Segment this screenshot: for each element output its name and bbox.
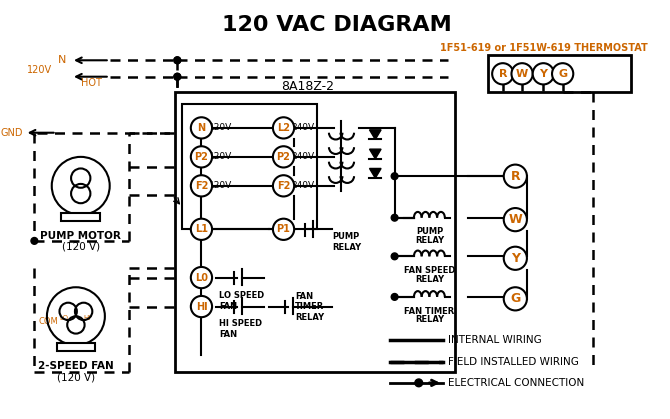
Text: R: R bbox=[511, 170, 520, 183]
Circle shape bbox=[191, 117, 212, 139]
Text: (120 V): (120 V) bbox=[62, 242, 100, 252]
Circle shape bbox=[533, 63, 554, 85]
Text: 120V: 120V bbox=[209, 181, 232, 190]
Text: 240V: 240V bbox=[291, 153, 314, 161]
Text: 120V: 120V bbox=[209, 123, 232, 132]
Bar bbox=[176, 92, 456, 372]
Circle shape bbox=[273, 117, 294, 139]
Circle shape bbox=[273, 146, 294, 168]
Circle shape bbox=[174, 57, 181, 64]
Polygon shape bbox=[369, 130, 381, 140]
Text: Y: Y bbox=[511, 252, 520, 265]
Text: P1: P1 bbox=[277, 224, 291, 234]
Text: COM: COM bbox=[39, 316, 59, 326]
Polygon shape bbox=[369, 149, 381, 159]
Text: FAN
TIMER
RELAY: FAN TIMER RELAY bbox=[295, 292, 324, 322]
Circle shape bbox=[191, 146, 212, 168]
Text: FAN SPEED: FAN SPEED bbox=[404, 266, 455, 275]
Text: FIELD INSTALLED WIRING: FIELD INSTALLED WIRING bbox=[448, 357, 579, 367]
Text: (120 V): (120 V) bbox=[57, 372, 95, 382]
Circle shape bbox=[174, 73, 181, 80]
Text: P2: P2 bbox=[277, 152, 291, 162]
Text: HI SPEED
FAN: HI SPEED FAN bbox=[219, 319, 262, 339]
Text: RELAY: RELAY bbox=[415, 236, 444, 245]
Text: 8A18Z-2: 8A18Z-2 bbox=[281, 80, 334, 93]
Circle shape bbox=[174, 73, 181, 80]
Text: 120V: 120V bbox=[27, 65, 52, 75]
Text: RELAY: RELAY bbox=[415, 275, 444, 284]
Text: Y: Y bbox=[539, 69, 547, 79]
Circle shape bbox=[492, 63, 513, 85]
Text: L2: L2 bbox=[277, 123, 290, 133]
Circle shape bbox=[191, 175, 212, 197]
Text: PUMP: PUMP bbox=[416, 228, 443, 236]
Text: 240V: 240V bbox=[291, 181, 314, 190]
Circle shape bbox=[391, 173, 398, 180]
Text: HOT: HOT bbox=[80, 78, 102, 88]
Text: W: W bbox=[509, 213, 522, 226]
Text: PUMP
RELAY: PUMP RELAY bbox=[332, 232, 361, 251]
Text: 240V: 240V bbox=[291, 123, 314, 132]
Circle shape bbox=[31, 238, 38, 244]
Circle shape bbox=[191, 219, 212, 240]
Text: F2: F2 bbox=[195, 181, 208, 191]
Text: L1: L1 bbox=[195, 224, 208, 234]
Text: P2: P2 bbox=[194, 152, 208, 162]
Circle shape bbox=[391, 294, 398, 300]
Text: G: G bbox=[511, 292, 521, 305]
Circle shape bbox=[552, 63, 574, 85]
Text: ELECTRICAL CONNECTION: ELECTRICAL CONNECTION bbox=[448, 378, 584, 388]
Text: INTERNAL WIRING: INTERNAL WIRING bbox=[448, 335, 541, 345]
Bar bbox=[62, 213, 100, 221]
Text: G: G bbox=[558, 69, 567, 79]
Text: 2-SPEED FAN: 2-SPEED FAN bbox=[38, 362, 114, 371]
Circle shape bbox=[191, 267, 212, 288]
Text: GND: GND bbox=[0, 128, 23, 138]
Polygon shape bbox=[369, 168, 381, 178]
Text: HI: HI bbox=[84, 315, 91, 321]
Text: F2: F2 bbox=[277, 181, 290, 191]
Text: FAN TIMER: FAN TIMER bbox=[404, 307, 454, 316]
Text: 120 VAC DIAGRAM: 120 VAC DIAGRAM bbox=[222, 15, 452, 34]
Text: N: N bbox=[58, 55, 66, 65]
Text: LO: LO bbox=[60, 315, 69, 321]
Text: N: N bbox=[198, 123, 206, 133]
Text: 120V: 120V bbox=[209, 153, 232, 161]
Text: W: W bbox=[516, 69, 528, 79]
Circle shape bbox=[391, 253, 398, 260]
Circle shape bbox=[273, 219, 294, 240]
Bar bbox=[56, 343, 95, 351]
Text: PUMP MOTOR: PUMP MOTOR bbox=[40, 231, 121, 241]
Bar bbox=[488, 55, 631, 92]
Circle shape bbox=[174, 57, 181, 64]
Circle shape bbox=[504, 247, 527, 270]
Bar bbox=[182, 104, 318, 229]
Circle shape bbox=[504, 287, 527, 310]
Circle shape bbox=[415, 379, 423, 387]
Text: RELAY: RELAY bbox=[415, 315, 444, 324]
Text: L0: L0 bbox=[195, 273, 208, 282]
Circle shape bbox=[273, 175, 294, 197]
Circle shape bbox=[391, 215, 398, 221]
Circle shape bbox=[191, 296, 212, 317]
Circle shape bbox=[511, 63, 533, 85]
Text: HI: HI bbox=[196, 302, 207, 312]
Text: 1F51-619 or 1F51W-619 THERMOSTAT: 1F51-619 or 1F51W-619 THERMOSTAT bbox=[440, 43, 648, 53]
Text: R: R bbox=[498, 69, 507, 79]
Circle shape bbox=[504, 208, 527, 231]
Circle shape bbox=[504, 165, 527, 188]
Text: LO SPEED
FAN: LO SPEED FAN bbox=[219, 291, 264, 310]
